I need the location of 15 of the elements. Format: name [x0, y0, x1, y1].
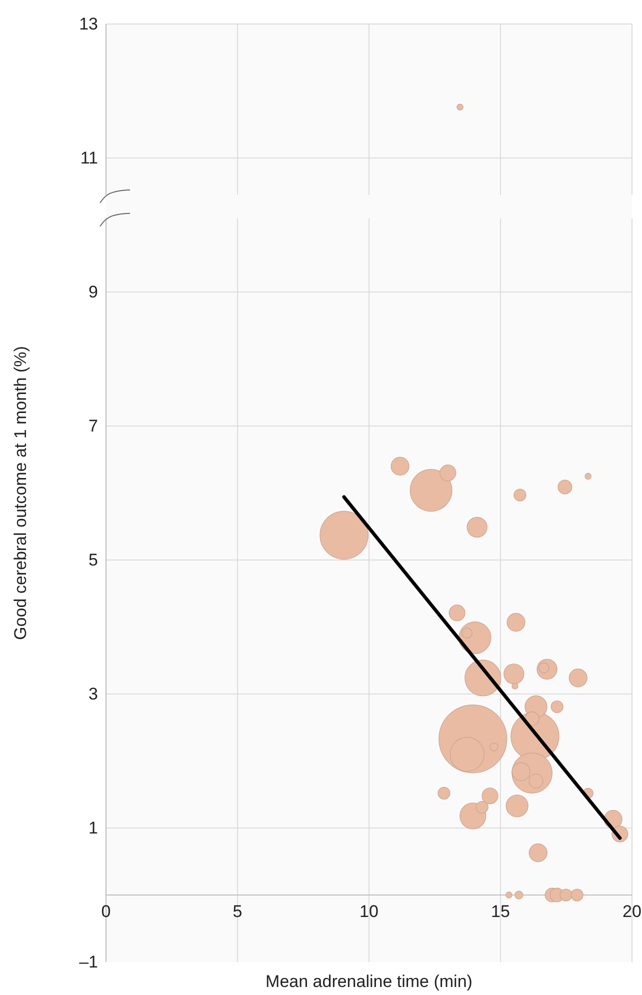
x-tick-label: 20 [622, 902, 642, 921]
y-tick-label: 7 [88, 416, 98, 436]
y-axis-title: Good cerebral outcome at 1 month (%) [11, 346, 30, 640]
y-tick-label: 3 [88, 684, 98, 704]
x-tick-label: 5 [232, 902, 242, 921]
x-axis-title: Mean adrenaline time (min) [266, 972, 472, 991]
x-tick-label: 10 [360, 902, 378, 921]
y-tick-label: 11 [80, 148, 98, 168]
y-tick-label: –1 [79, 952, 98, 972]
y-tick-label: 5 [88, 550, 98, 570]
x-tick-label: 0 [101, 902, 111, 921]
y-tick-label: 1 [88, 818, 98, 838]
y-tick-label: 9 [88, 282, 98, 302]
x-tick-label: 15 [491, 902, 510, 921]
y-tick-label: 13 [79, 14, 98, 34]
